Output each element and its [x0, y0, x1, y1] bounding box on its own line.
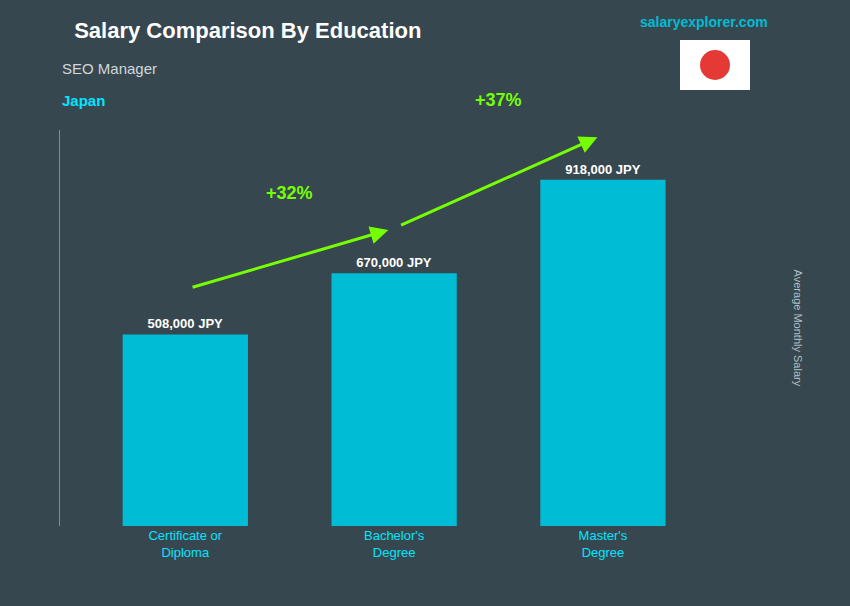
svg-text:Master'sDegree: Master'sDegree — [579, 528, 628, 560]
svg-text:508,000 JPY: 508,000 JPY — [148, 316, 224, 331]
svg-text:Salary Comparison By Education: Salary Comparison By Education — [74, 18, 421, 43]
svg-text:+32%: +32% — [266, 183, 313, 203]
svg-text:Certificate orDiploma: Certificate orDiploma — [148, 528, 222, 560]
svg-text:918,000 JPY: 918,000 JPY — [565, 162, 641, 177]
svg-text:+37%: +37% — [475, 90, 522, 110]
svg-text:670,000 JPY: 670,000 JPY — [356, 255, 432, 270]
svg-text:SEO Manager: SEO Manager — [62, 60, 157, 77]
svg-text:Japan: Japan — [62, 92, 105, 109]
svg-text:Average Monthly Salary: Average Monthly Salary — [792, 270, 804, 387]
svg-text:salaryexplorer.com: salaryexplorer.com — [640, 14, 768, 30]
svg-text:Bachelor'sDegree: Bachelor'sDegree — [364, 528, 425, 560]
